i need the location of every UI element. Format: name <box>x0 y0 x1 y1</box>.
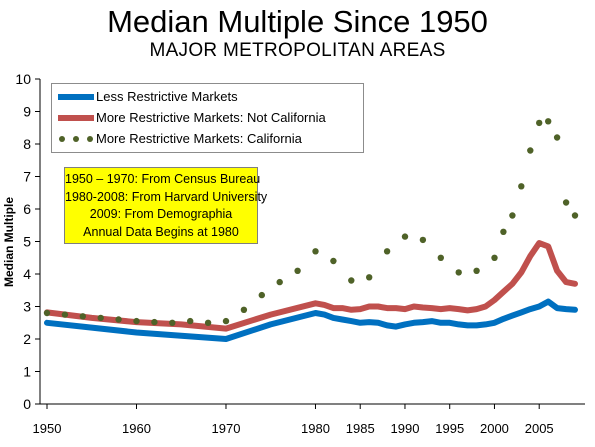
series-point-california <box>509 212 516 219</box>
series-point-california <box>222 317 230 325</box>
series-line-less-restrictive <box>44 298 578 342</box>
series-point-california <box>562 199 570 206</box>
legend-key-red-line <box>58 115 94 121</box>
series-point-california <box>43 309 51 317</box>
note-line: 2009: From Demographia <box>89 207 233 221</box>
x-tick-label: 1995 <box>435 421 464 436</box>
y-tick-label: 4 <box>23 266 31 282</box>
chart-legend: Less Restrictive Markets More Restrictiv… <box>51 83 364 153</box>
series-point-california <box>312 248 319 255</box>
legend-key-blue-line <box>58 94 94 100</box>
series-point-california <box>536 119 543 127</box>
series-point-california <box>571 212 579 219</box>
chart-title: Median Multiple Since 1950 <box>107 4 488 39</box>
series-point-california <box>401 233 409 240</box>
legend-item-california: More Restrictive Markets: California <box>52 129 365 149</box>
series-point-california <box>553 134 561 141</box>
series-point-california <box>419 236 427 244</box>
y-tick-label: 10 <box>15 71 31 87</box>
y-tick-label: 9 <box>23 104 31 120</box>
chart-series <box>43 118 579 342</box>
x-tick-label: 2000 <box>480 421 509 436</box>
y-tick-label: 2 <box>23 331 31 347</box>
series-point-california <box>366 274 373 281</box>
y-tick-label: 3 <box>23 299 31 315</box>
series-point-california <box>383 248 391 255</box>
series-point-california <box>527 147 534 154</box>
series-point-california <box>491 254 498 261</box>
legend-key-green-dots <box>59 136 93 142</box>
x-tick-label: 1950 <box>33 421 62 436</box>
y-axis-label: Median Multiple <box>2 197 16 287</box>
series-point-california <box>348 277 355 284</box>
x-tick-label: 1990 <box>391 421 420 436</box>
y-tick-label: 6 <box>23 201 31 217</box>
series-point-california <box>518 183 525 190</box>
series-point-california <box>500 228 507 235</box>
series-point-california <box>437 254 444 261</box>
source-note-box: 1950 – 1970: From Census Bureau 1980-200… <box>64 167 268 244</box>
x-tick-label: 1970 <box>212 421 241 436</box>
x-tick-label: 1960 <box>122 421 151 436</box>
x-tick-label: 2005 <box>525 421 554 436</box>
note-line: Annual Data Begins at 1980 <box>83 224 239 239</box>
series-point-california <box>545 118 552 125</box>
series-point-california <box>97 314 104 322</box>
legend-label: More Restrictive Markets: California <box>96 131 302 146</box>
legend-item-less-restrictive: Less Restrictive Markets <box>52 87 365 107</box>
series-point-california <box>79 313 87 320</box>
y-tick-label: 1 <box>23 364 31 380</box>
series-point-california <box>276 278 283 286</box>
y-tick-label: 7 <box>23 169 31 185</box>
series-point-california <box>169 319 176 326</box>
series-point-california <box>473 267 480 274</box>
series-line-not-california <box>44 240 578 332</box>
series-point-california <box>187 317 194 325</box>
chart-axes: 0 1 2 3 4 5 6 7 8 9 10 1950 1960 1970 1980 1985 1990 1995… <box>15 71 585 436</box>
series-point-california <box>115 316 122 323</box>
x-tick-label: 1980 <box>301 421 330 436</box>
y-tick-label: 0 <box>23 396 31 412</box>
series-point-california <box>258 291 265 299</box>
series-point-california <box>294 267 301 274</box>
legend-item-not-california: More Restrictive Markets: Not California <box>52 108 365 128</box>
series-point-california <box>61 311 69 318</box>
x-tick-label: 1985 <box>346 421 375 436</box>
note-line: 1980-2008: From Harvard University <box>65 189 268 204</box>
series-point-california <box>151 318 158 326</box>
series-point-california <box>330 257 337 265</box>
series-point-california <box>133 317 140 325</box>
note-line: 1950 – 1970: From Census Bureau <box>65 172 261 186</box>
chart-subtitle: MAJOR METROPOLITAN AREAS <box>149 40 446 61</box>
legend-label: More Restrictive Markets: Not California <box>96 110 326 125</box>
series-point-california <box>204 319 212 326</box>
series-point-california <box>240 306 248 313</box>
legend-label: Less Restrictive Markets <box>96 89 238 104</box>
y-tick-label: 8 <box>23 136 31 152</box>
series-point-california <box>455 269 462 276</box>
y-tick-label: 5 <box>23 234 31 250</box>
